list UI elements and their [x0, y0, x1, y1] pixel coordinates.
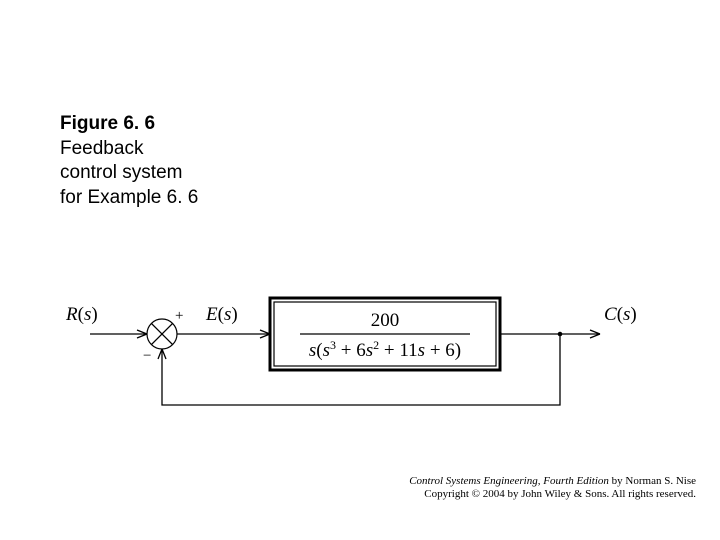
- error-arrow: [177, 330, 270, 338]
- footer-book-title: Control Systems Engineering, Fourth Edit…: [409, 475, 609, 487]
- tf-numerator: 200: [371, 310, 400, 331]
- footer-copyright: Copyright © 2004 by John Wiley & Sons. A…: [424, 488, 696, 500]
- summing-junction: [147, 319, 177, 349]
- footer-byline: by Norman S. Nise: [609, 475, 696, 487]
- output-arrow: [500, 330, 600, 338]
- error-label: E(s): [205, 304, 238, 325]
- input-label: R(s): [65, 304, 98, 325]
- block-diagram: R(s) + − E(s) 200 s(s3 + 6s2 + 11s + 6) …: [0, 0, 720, 540]
- input-label-R: R: [65, 304, 78, 325]
- tf-denominator: s(s3 + 6s2 + 11s + 6): [309, 338, 461, 361]
- summing-minus-sign: −: [143, 348, 151, 364]
- input-arrow: [90, 330, 147, 338]
- footer-credit: Control Systems Engineering, Fourth Edit…: [409, 475, 696, 503]
- output-label: C(s): [604, 304, 637, 325]
- summing-plus-sign: +: [175, 308, 183, 324]
- transfer-function-block: 200 s(s3 + 6s2 + 11s + 6): [270, 298, 500, 370]
